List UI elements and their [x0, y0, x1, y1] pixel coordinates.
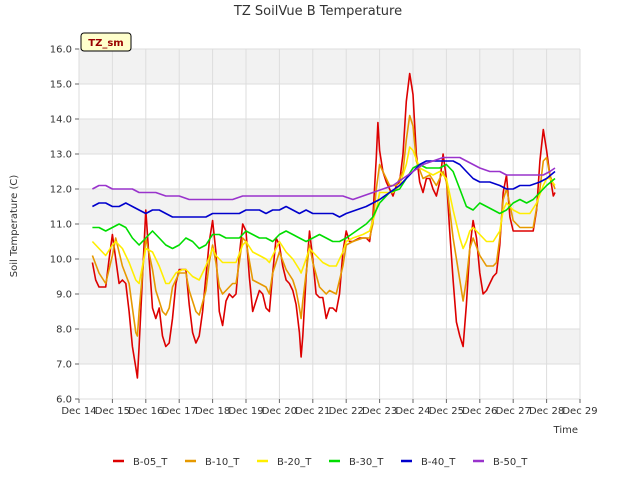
y-tick-label: 15.0	[50, 80, 72, 91]
chart-title: TZ SoilVue B Temperature	[233, 4, 402, 19]
legend-label: B-05_T	[133, 457, 168, 468]
series-line-b-10-t	[91, 114, 556, 337]
x-tick-label: Dec 26	[462, 406, 497, 417]
x-tick-label: Dec 18	[195, 406, 230, 417]
x-tick-label: Dec 20	[262, 406, 297, 417]
plot-band	[79, 329, 580, 364]
x-tick-label: Dec 22	[329, 406, 364, 417]
series-lines	[91, 72, 556, 379]
x-tick-label: Dec 15	[95, 406, 130, 417]
y-tick-label: 12.0	[50, 185, 72, 196]
legend-item-b-05-t: B-05_T	[113, 457, 168, 468]
plot-band	[79, 49, 580, 84]
x-tick-label: Dec 24	[395, 406, 430, 417]
legend-item-b-10-t: B-10_T	[185, 457, 240, 468]
badge-label: TZ_sm	[88, 38, 123, 49]
legend-item-b-50-t: B-50_T	[473, 457, 528, 468]
legend-label: B-10_T	[205, 457, 240, 468]
x-tick-label: Dec 25	[429, 406, 464, 417]
x-tick-label: Dec 19	[228, 406, 263, 417]
x-tick-label: Dec 17	[162, 406, 197, 417]
y-tick-label: 16.0	[50, 45, 72, 56]
legend-label: B-30_T	[349, 457, 384, 468]
y-axis: 6.0 7.0 8.0 9.0 10.0 11.0 12.0 13.0 14.0 15.0 16.0	[50, 45, 79, 406]
y-tick-label: 7.0	[56, 360, 72, 371]
plot-band	[79, 119, 580, 154]
x-tick-label: Dec 29	[562, 406, 597, 417]
legend-label: B-50_T	[493, 457, 528, 468]
y-tick-label: 6.0	[56, 395, 72, 406]
legend-item-b-20-t: B-20_T	[257, 457, 312, 468]
x-tick-label: Dec 28	[529, 406, 564, 417]
series-line-b-05-t	[91, 72, 556, 379]
series-line-b-50-t	[92, 156, 556, 201]
series-line-b-20-t	[91, 146, 556, 285]
legend-label: B-40_T	[421, 457, 456, 468]
y-tick-label: 14.0	[50, 115, 72, 126]
legend: B-05_T B-10_T B-20_T B-30_T B-40_T B-50_T	[113, 457, 528, 468]
legend-item-b-40-t: B-40_T	[401, 457, 456, 468]
y-axis-label: Soil Temperature (C)	[9, 175, 20, 278]
series-line-b-30-t	[92, 163, 556, 250]
y-tick-label: 8.0	[56, 325, 72, 336]
legend-label: B-20_T	[277, 457, 312, 468]
x-tick-label: Dec 21	[295, 406, 330, 417]
y-tick-label: 11.0	[50, 220, 72, 231]
x-tick-label: Dec 14	[61, 406, 96, 417]
station-badge: TZ_sm	[80, 32, 132, 52]
x-tick-label: Dec 16	[128, 406, 163, 417]
y-tick-label: 13.0	[50, 150, 72, 161]
legend-item-b-30-t: B-30_T	[329, 457, 384, 468]
x-tick-label: Dec 27	[496, 406, 531, 417]
series-line-b-40-t	[92, 160, 556, 218]
y-tick-label: 10.0	[50, 255, 72, 266]
x-tick-label: Dec 23	[362, 406, 397, 417]
y-tick-label: 9.0	[56, 290, 72, 301]
x-axis-label: Time	[553, 425, 578, 436]
